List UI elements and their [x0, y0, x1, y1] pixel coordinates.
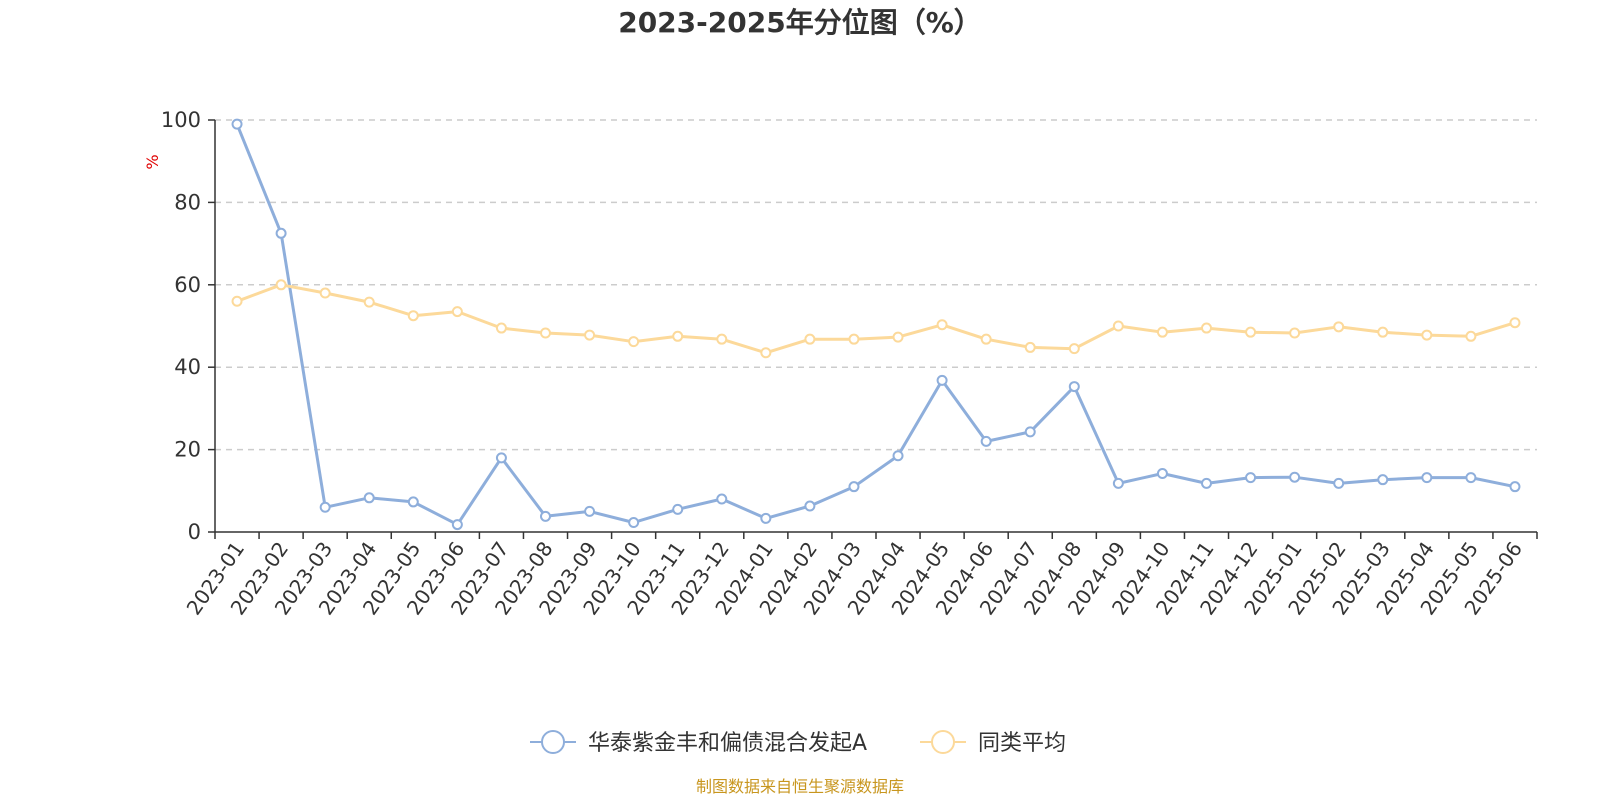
data-point [628, 336, 640, 348]
data-point [716, 333, 728, 345]
data-point [1289, 471, 1301, 483]
data-point [804, 500, 816, 512]
y-tick-label: 20 [174, 438, 201, 462]
legend-marker [931, 730, 955, 754]
series-group [231, 118, 1521, 531]
data-point [892, 450, 904, 462]
y-axis-unit-label: % [143, 154, 162, 169]
y-tick-label: 100 [161, 108, 201, 132]
data-point [760, 347, 772, 359]
chart-title: 2023-2025年分位图（%） [618, 6, 982, 39]
data-point [1024, 426, 1036, 438]
data-point [892, 331, 904, 343]
data-point [1333, 321, 1345, 333]
data-point [1421, 472, 1433, 484]
data-point [936, 319, 948, 331]
data-point [451, 306, 463, 318]
data-point [1245, 326, 1257, 338]
data-point [672, 503, 684, 515]
data-point [1112, 320, 1124, 332]
data-point [1421, 329, 1433, 341]
data-point [1377, 474, 1389, 486]
data-point [495, 452, 507, 464]
data-point [1156, 467, 1168, 479]
data-point [584, 505, 596, 517]
data-point [1068, 343, 1080, 355]
data-point [1156, 326, 1168, 338]
data-point [716, 493, 728, 505]
y-tick-label: 0 [188, 520, 201, 544]
data-point [407, 310, 419, 322]
legend-marker [541, 730, 565, 754]
data-point [1112, 477, 1124, 489]
data-point [407, 496, 419, 508]
legend: 华泰紫金丰和偏债混合发起A 同类平均 [530, 730, 1066, 756]
data-point [1245, 472, 1257, 484]
legend-label: 华泰紫金丰和偏债混合发起A [588, 731, 867, 756]
data-point [451, 519, 463, 531]
y-axis-ticks: 0 20 40 60 80 100 [161, 108, 215, 544]
series-line [235, 123, 1516, 527]
x-axis-ticks: 2023-012023-022023-032023-042023-052023-… [182, 532, 1538, 619]
data-point [1333, 477, 1345, 489]
data-point [848, 333, 860, 345]
data-point [363, 492, 375, 504]
data-point [1509, 317, 1521, 329]
legend-item-2: 同类平均 [920, 730, 1066, 756]
series-1 [231, 118, 1521, 531]
y-tick-label: 80 [174, 190, 201, 214]
data-point [275, 279, 287, 291]
data-point [804, 333, 816, 345]
data-point [540, 327, 551, 339]
legend-label: 同类平均 [978, 731, 1066, 756]
series-line [236, 283, 1516, 355]
series-2 [231, 279, 1521, 359]
data-point [231, 295, 243, 307]
data-point [1289, 327, 1301, 339]
data-point [1509, 481, 1521, 493]
data-point [319, 501, 331, 513]
data-point [1377, 326, 1389, 338]
y-tick-label: 40 [174, 355, 201, 379]
data-point [495, 322, 507, 334]
data-point [1465, 472, 1477, 484]
data-point [231, 118, 243, 130]
data-point [1465, 330, 1477, 342]
data-point [1201, 477, 1212, 489]
source-note: 制图数据来自恒生聚源数据库 [696, 777, 904, 796]
data-point [760, 512, 772, 524]
data-point [980, 333, 992, 345]
data-point [936, 374, 948, 386]
grid-lines [215, 119, 1537, 451]
data-point [1024, 341, 1036, 353]
data-point [848, 481, 860, 493]
data-point [540, 510, 551, 522]
data-point [1201, 322, 1212, 334]
data-point [584, 329, 596, 341]
data-point [275, 227, 287, 239]
data-point [363, 296, 375, 308]
legend-item-1: 华泰紫金丰和偏债混合发起A [530, 730, 867, 756]
data-point [628, 517, 640, 529]
data-point [319, 287, 331, 299]
data-point [672, 330, 684, 342]
data-point [980, 435, 992, 447]
y-tick-label: 60 [174, 273, 201, 297]
data-point [1068, 381, 1080, 393]
